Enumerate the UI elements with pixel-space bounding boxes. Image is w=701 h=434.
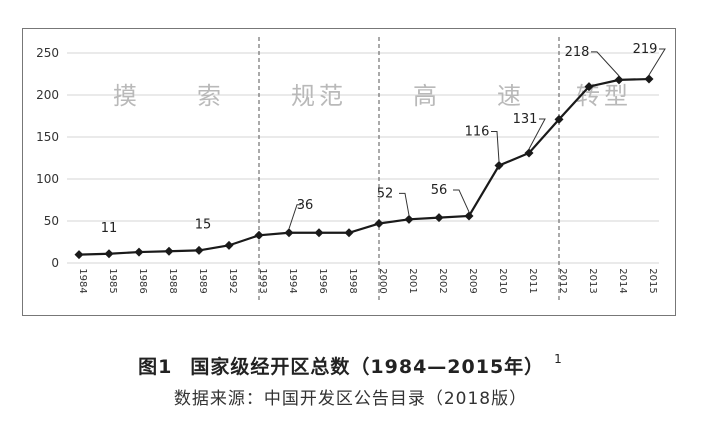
figure-caption: 图1 国家级经开区总数（1984—2015年） 1 [0,352,701,379]
data-point [614,75,624,85]
data-point [194,245,204,255]
data-point [344,228,354,238]
phase-label: 摸 索 [113,82,225,110]
data-label-leader [288,204,301,229]
x-tick-label: 1985 [107,268,118,293]
data-label-leader [491,131,500,162]
data-label: 52 [377,186,394,201]
data-label: 131 [513,112,538,127]
data-label: 56 [431,183,448,198]
x-tick-label: 2009 [467,268,478,293]
data-point [164,246,174,256]
data-point [254,230,264,240]
y-tick-label: 50 [44,214,59,228]
x-tick-label: 2010 [497,268,508,293]
data-point [404,214,414,224]
data-point [224,240,234,250]
x-tick-label: 2000 [377,268,388,293]
y-tick-label: 200 [36,88,59,102]
data-label: 11 [101,221,118,236]
data-point [374,219,384,229]
y-tick-label: 150 [36,130,59,144]
phase-label: 转型 [576,82,632,110]
data-point [464,211,474,221]
data-label-leader [648,48,666,76]
data-point [104,249,114,259]
footnote-mark: 1 [554,352,563,366]
x-tick-label: 2002 [437,268,448,293]
data-label: 36 [297,198,314,213]
y-tick-label: 0 [51,256,59,270]
chart-frame: 0 50 100 150 200 250 摸 索 规范 高 速 转型 1984 1985 1986 198… [22,28,676,316]
x-tick-label: 1988 [167,268,178,293]
x-tick-label: 2012 [557,268,568,293]
data-point [134,247,144,257]
data-point [74,250,84,260]
series-line [78,77,650,256]
data-label-leader [528,118,546,150]
data-point [554,114,564,124]
x-tick-label: 1992 [227,268,238,293]
x-tick-label: 1993 [257,268,268,293]
x-tick-label: 2013 [587,268,598,293]
x-tick-label: 1986 [137,268,148,293]
x-tick-label: 1984 [77,268,88,293]
figure-title: 国家级经开区总数（1984—2015年） [190,356,545,378]
data-label-leader [453,189,470,213]
x-tick-label: 1989 [197,268,208,293]
y-tick-label: 100 [36,172,59,186]
data-label: 219 [633,42,658,57]
x-tick-label: 1994 [287,268,298,293]
data-point [644,74,654,84]
data-label-leader [399,192,410,216]
data-point [284,228,294,238]
x-tick-label: 2011 [527,268,538,293]
data-point [524,148,534,158]
data-point [434,213,444,223]
data-source-note: 数据来源：中国开发区公告目录（2018版） [173,389,528,409]
data-point [314,228,324,238]
data-label: 218 [565,45,590,60]
data-point [584,82,594,92]
data-label-leader [591,51,620,77]
line-chart: 0 50 100 150 200 250 摸 索 规范 高 速 转型 1984 1985 1986 198… [36,37,666,301]
x-tick-label: 1998 [347,268,358,293]
data-label: 15 [195,217,212,232]
x-tick-label: 2015 [647,268,658,293]
y-tick-label: 250 [36,46,59,60]
phase-label: 高 速 [413,82,525,110]
x-tick-label: 2001 [407,268,418,293]
phase-label: 规范 [291,82,347,110]
figure-number: 图1 [138,356,173,378]
x-tick-label: 2014 [617,268,628,293]
data-label: 116 [465,125,490,140]
x-tick-label: 1996 [317,268,328,293]
data-point [494,161,504,171]
